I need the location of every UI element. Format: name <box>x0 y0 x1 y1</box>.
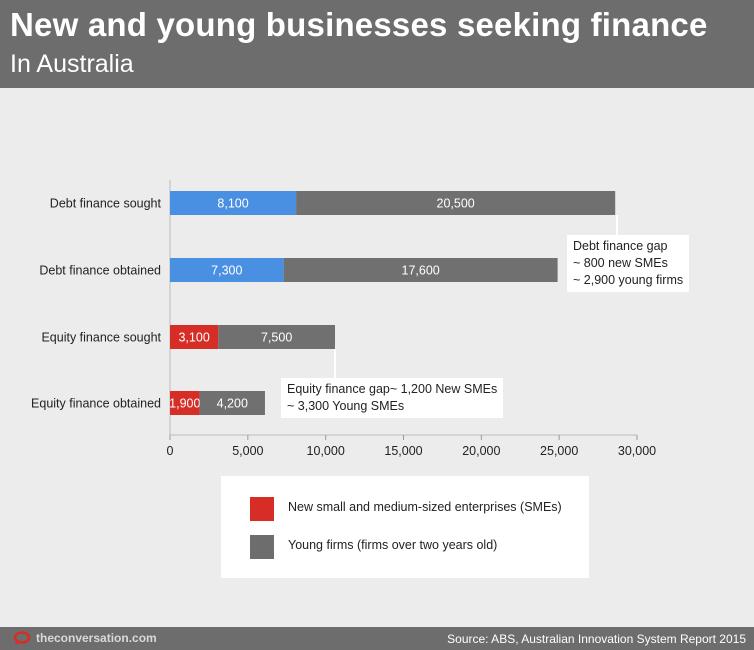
bar-new-smes <box>170 191 297 215</box>
x-tick-label: 5,000 <box>232 444 263 458</box>
category-label: Debt finance sought <box>50 197 162 211</box>
legend-label-new-smes: New small and medium-sized enterprises (… <box>288 500 562 514</box>
bar-young-firms <box>296 191 616 215</box>
stacked-bar-chart: 0 5,000 10,000 15,000 20,000 25,000 30,000 Debt… <box>31 180 656 458</box>
bar-value-label: 7,300 <box>211 264 242 278</box>
chart-footer: theconversation.com Source: ABS, Austral… <box>0 627 754 650</box>
legend-swatch-young-firms <box>250 535 274 559</box>
x-tick-label: 0 <box>167 444 174 458</box>
debt-gap-annotation: Debt finance gap ~ 800 new SMEs ~ 2,900 … <box>567 235 690 292</box>
bar-value-label: 8,100 <box>217 197 248 211</box>
bar-young-firms <box>218 325 336 349</box>
x-tick-label: 30,000 <box>618 444 656 458</box>
chart-header: New and young businesses seeking finance… <box>0 0 754 88</box>
chart-subtitle: In Australia <box>10 50 134 78</box>
chart-title: New and young businesses seeking finance <box>10 6 708 43</box>
bar-value-label: 1,900 <box>169 397 200 411</box>
conversation-logo-icon <box>13 631 31 645</box>
bar-new-smes <box>170 325 219 349</box>
chart-legend: New small and medium-sized enterprises (… <box>221 476 589 578</box>
source-note: Source: ABS, Australian Innovation Syste… <box>447 632 746 646</box>
brand-link[interactable]: theconversation.com <box>36 631 157 645</box>
legend-item-new-smes: New small and medium-sized enterprises (… <box>250 497 580 521</box>
category-label: Debt finance obtained <box>39 264 161 278</box>
legend-item-young-firms: Young firms (firms over two years old) <box>250 535 580 559</box>
x-tick-label: 15,000 <box>384 444 422 458</box>
bar-new-smes <box>170 391 200 415</box>
bar-value-label: 17,600 <box>402 264 440 278</box>
x-tick-label: 10,000 <box>307 444 345 458</box>
x-tick-label: 25,000 <box>540 444 578 458</box>
equity-gap-annotation: Equity finance gap~ 1,200 New SMEs ~ 3,3… <box>281 378 504 418</box>
x-tick-label: 20,000 <box>462 444 500 458</box>
bar-value-label: 20,500 <box>437 197 475 211</box>
bar-value-label: 3,100 <box>178 331 209 345</box>
bar-value-label: 4,200 <box>217 397 248 411</box>
bar-new-smes <box>170 258 284 282</box>
bar-young-firms <box>283 258 558 282</box>
category-label: Equity finance sought <box>41 331 161 345</box>
legend-label-young-firms: Young firms (firms over two years old) <box>288 538 498 552</box>
bar-young-firms <box>199 391 265 415</box>
bar-value-label: 7,500 <box>261 331 292 345</box>
category-label: Equity finance obtained <box>31 397 161 411</box>
legend-swatch-new-smes <box>250 497 274 521</box>
